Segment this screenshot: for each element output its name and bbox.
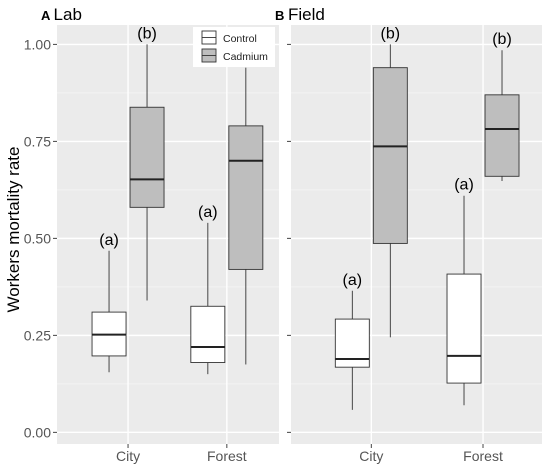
- box-iqr: [190, 305, 226, 363]
- panel-title-text: Lab: [54, 5, 82, 24]
- y-tick-label: 0.25: [24, 327, 51, 343]
- x-tick-label: City: [359, 448, 383, 464]
- box-forest-control: (a): [190, 204, 226, 375]
- y-tick-label: 0.50: [24, 230, 51, 246]
- y-axis-title: Workers mortality rate: [4, 147, 23, 313]
- significance-label: (b): [492, 31, 512, 48]
- significance-label: (a): [343, 272, 363, 289]
- y-tick-label: 0.75: [24, 133, 51, 149]
- panel-title-text: Field: [288, 5, 325, 24]
- panel-title: B Field: [275, 5, 325, 24]
- box-iqr: [228, 125, 264, 270]
- significance-label: (a): [99, 232, 119, 249]
- significance-label: (a): [454, 177, 474, 194]
- box-iqr: [129, 106, 165, 208]
- box-city-cadmium: (b): [129, 25, 165, 301]
- legend: Control Cadmium: [193, 27, 275, 67]
- significance-label: (b): [137, 25, 157, 42]
- box-iqr: [484, 94, 520, 177]
- panel-title: A Lab: [41, 5, 82, 24]
- box-city-cadmium: (b): [372, 25, 408, 338]
- legend-label: Control: [223, 33, 257, 45]
- box-iqr: [372, 67, 408, 244]
- x-tick-label: Forest: [463, 448, 503, 464]
- box-forest-cadmium: (b): [484, 31, 520, 181]
- x-tick-label: Forest: [207, 448, 247, 464]
- x-tick-label: City: [116, 448, 140, 464]
- panel-letter: B: [275, 8, 288, 23]
- significance-label: (a): [198, 204, 218, 221]
- y-tick-label: 1.00: [24, 36, 51, 52]
- box-city-control: (a): [91, 232, 127, 373]
- panel-letter: A: [41, 8, 54, 23]
- box-iqr: [446, 273, 482, 384]
- box-city-control: (a): [334, 272, 370, 410]
- panel-background: [291, 25, 542, 444]
- box-forest-control: (a): [446, 177, 482, 406]
- y-tick-label: 0.00: [24, 424, 51, 440]
- significance-label: (b): [381, 25, 401, 42]
- legend-label: Cadmium: [223, 51, 268, 63]
